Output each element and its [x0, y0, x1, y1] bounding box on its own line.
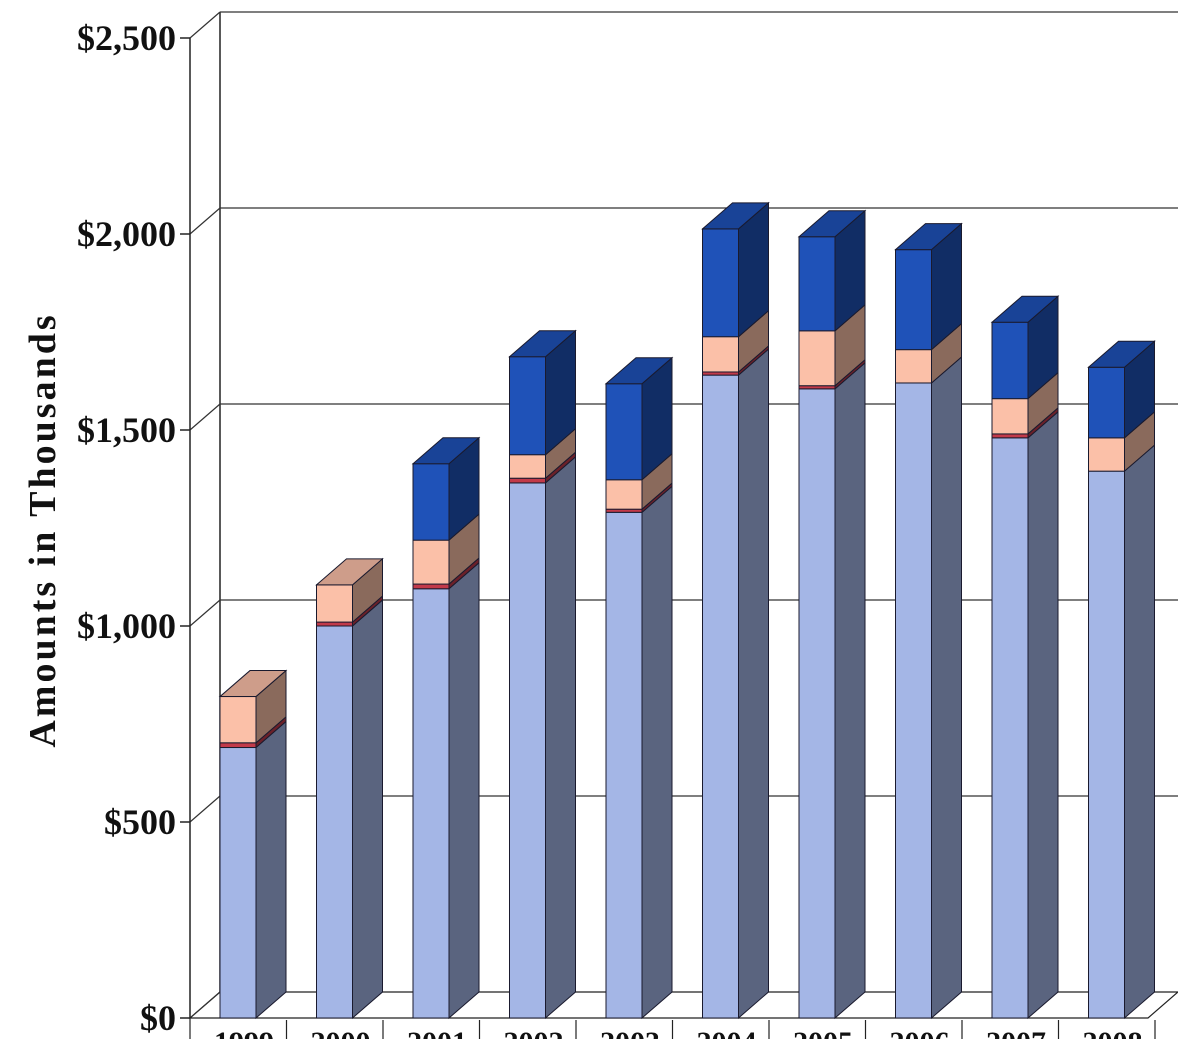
- x-tick-label: 2007: [986, 1026, 1046, 1039]
- x-tick-label: 2002: [504, 1026, 564, 1039]
- bar-segment: [895, 382, 932, 1019]
- bar-segment: [605, 383, 643, 481]
- bar-top: [508, 330, 577, 358]
- bar-segment: [219, 742, 257, 749]
- bars: [218, 201, 1156, 1020]
- bar-segment: [991, 437, 1029, 1019]
- bar-segment: [702, 374, 739, 1019]
- x-tick-label: 2000: [311, 1026, 371, 1039]
- gridline-diagonal: [189, 207, 221, 235]
- bar-stack: [411, 436, 481, 1020]
- axes: [180, 37, 1156, 1039]
- bar-segment: [991, 321, 1029, 400]
- bar-top: [315, 558, 384, 586]
- bar-stack: [218, 669, 288, 1020]
- bar-segment: [316, 584, 353, 623]
- y-tick-label: $2,000: [77, 214, 176, 254]
- bar-segment-side: [931, 355, 962, 1020]
- bar-segment: [412, 539, 450, 585]
- bar-segment-side: [641, 485, 673, 1020]
- bar-top: [218, 670, 288, 698]
- x-tick-label: 2005: [793, 1026, 853, 1039]
- bar-segment: [798, 330, 836, 387]
- bar-segment: [895, 249, 932, 351]
- bar-top: [990, 295, 1060, 323]
- bar-segment: [702, 228, 739, 338]
- bar-segment: [509, 477, 546, 484]
- labels: $0 $500 $1,000 $1,500 $2,000 $2,500 1999 2000 20…: [77, 18, 1143, 1039]
- bar-stack: [701, 201, 770, 1020]
- bar-top: [894, 223, 963, 251]
- bar-segment-side: [834, 361, 866, 1020]
- gridline-diagonal: [189, 991, 221, 1019]
- bar-segment-side: [448, 561, 480, 1020]
- bar-stack: [990, 295, 1060, 1020]
- bar-stack: [508, 329, 577, 1020]
- gridline-diagonal: [189, 795, 221, 823]
- y-tick-label: $500: [104, 802, 176, 842]
- bar-segment-side: [545, 455, 576, 1020]
- x-tick-label: 2006: [890, 1026, 950, 1039]
- y-tick-label: $1,500: [77, 410, 176, 450]
- bar-segment: [605, 511, 643, 1019]
- bar-segment: [219, 747, 257, 1019]
- y-axis-title: Amounts in Thousands: [22, 312, 64, 747]
- bar-segment: [219, 696, 257, 744]
- bar-segment: [412, 583, 450, 590]
- bar-segment: [798, 388, 836, 1019]
- bar-segment: [895, 349, 932, 384]
- bar-segment: [991, 433, 1029, 439]
- bar-top: [1087, 340, 1156, 368]
- bar-top: [797, 210, 867, 238]
- bar-top: [604, 357, 674, 385]
- gridline-diagonal: [189, 403, 221, 431]
- bar-segment-side: [1027, 410, 1059, 1020]
- y-tick-label: $0: [140, 998, 176, 1038]
- bar-segment: [412, 588, 450, 1019]
- bar-segment: [316, 625, 353, 1019]
- bar-segment: [1088, 470, 1125, 1019]
- bar-segment: [1088, 366, 1125, 439]
- bar-top: [701, 202, 770, 230]
- x-tick-label: 2003: [600, 1026, 660, 1039]
- bar-segment: [316, 621, 353, 627]
- bar-segment-side: [352, 598, 383, 1020]
- y-tick-label: $2,500: [77, 18, 176, 58]
- x-tick-label: 2004: [697, 1026, 757, 1039]
- bar-segment: [509, 356, 546, 456]
- bar-segment: [1088, 437, 1125, 472]
- bar-stack: [1087, 340, 1156, 1020]
- bar-segment: [412, 463, 450, 541]
- bar-stack: [797, 209, 867, 1020]
- bar-segment: [702, 336, 739, 373]
- bar-top: [411, 437, 481, 465]
- x-tick-label: 2008: [1083, 1026, 1143, 1039]
- bar-segment: [798, 236, 836, 332]
- bar-segment: [509, 454, 546, 479]
- bar-segment: [991, 398, 1029, 435]
- bar-stack: [604, 356, 674, 1020]
- bar-segment: [509, 482, 546, 1019]
- bar-segment-side: [738, 348, 769, 1020]
- bar-stack: [894, 222, 963, 1020]
- gridline-diagonal: [189, 599, 221, 627]
- bar-segment: [605, 479, 643, 510]
- x-tick-label: 2001: [407, 1026, 467, 1039]
- x-tick-label: 1999: [214, 1026, 274, 1039]
- bar-segment-side: [255, 720, 287, 1020]
- y-tick-label: $1,000: [77, 606, 176, 646]
- bar-segment-side: [1124, 444, 1155, 1020]
- gridline-diagonal: [189, 11, 221, 39]
- bar-stack: [315, 557, 384, 1020]
